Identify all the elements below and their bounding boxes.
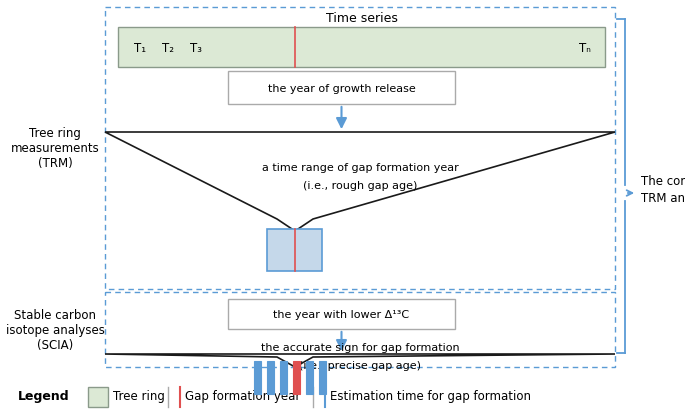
Text: The combination of: The combination of — [641, 175, 685, 188]
Bar — [228, 72, 455, 105]
Text: T₁: T₁ — [134, 41, 146, 54]
Bar — [255, 361, 262, 394]
Text: Tree ring
measurements
(TRM): Tree ring measurements (TRM) — [11, 127, 99, 170]
Text: the year with lower Δ¹³C: the year with lower Δ¹³C — [273, 309, 410, 319]
Text: Tree ring: Tree ring — [113, 389, 165, 402]
Polygon shape — [105, 354, 615, 367]
Text: (i.e., precise gap age): (i.e., precise gap age) — [299, 361, 421, 371]
Bar — [319, 361, 327, 394]
Text: (i.e., rough gap age): (i.e., rough gap age) — [303, 181, 417, 191]
Bar — [105, 292, 615, 367]
Bar — [306, 361, 314, 394]
Bar — [118, 28, 605, 68]
Bar — [268, 229, 323, 271]
Text: the year of growth release: the year of growth release — [268, 83, 415, 93]
Text: the accurate sign for gap formation: the accurate sign for gap formation — [261, 343, 460, 353]
Text: Estimation time for gap formation: Estimation time for gap formation — [330, 389, 531, 402]
Bar — [88, 387, 108, 407]
Text: Legend: Legend — [18, 389, 70, 402]
Text: TRM and SCIA: TRM and SCIA — [641, 192, 685, 205]
Bar — [280, 361, 288, 394]
Polygon shape — [105, 133, 615, 231]
Bar — [293, 361, 301, 394]
Text: T₂: T₂ — [162, 41, 174, 54]
Bar — [105, 8, 615, 289]
Text: a time range of gap formation year: a time range of gap formation year — [262, 163, 458, 173]
Text: Stable carbon
isotope analyses
(SCIA): Stable carbon isotope analyses (SCIA) — [5, 308, 104, 351]
Text: T₃: T₃ — [190, 41, 202, 54]
Bar — [268, 361, 275, 394]
Bar — [228, 299, 455, 329]
Text: Tₙ: Tₙ — [579, 41, 591, 54]
Text: Gap formation year: Gap formation year — [185, 389, 301, 402]
Text: Time series: Time series — [325, 11, 397, 25]
